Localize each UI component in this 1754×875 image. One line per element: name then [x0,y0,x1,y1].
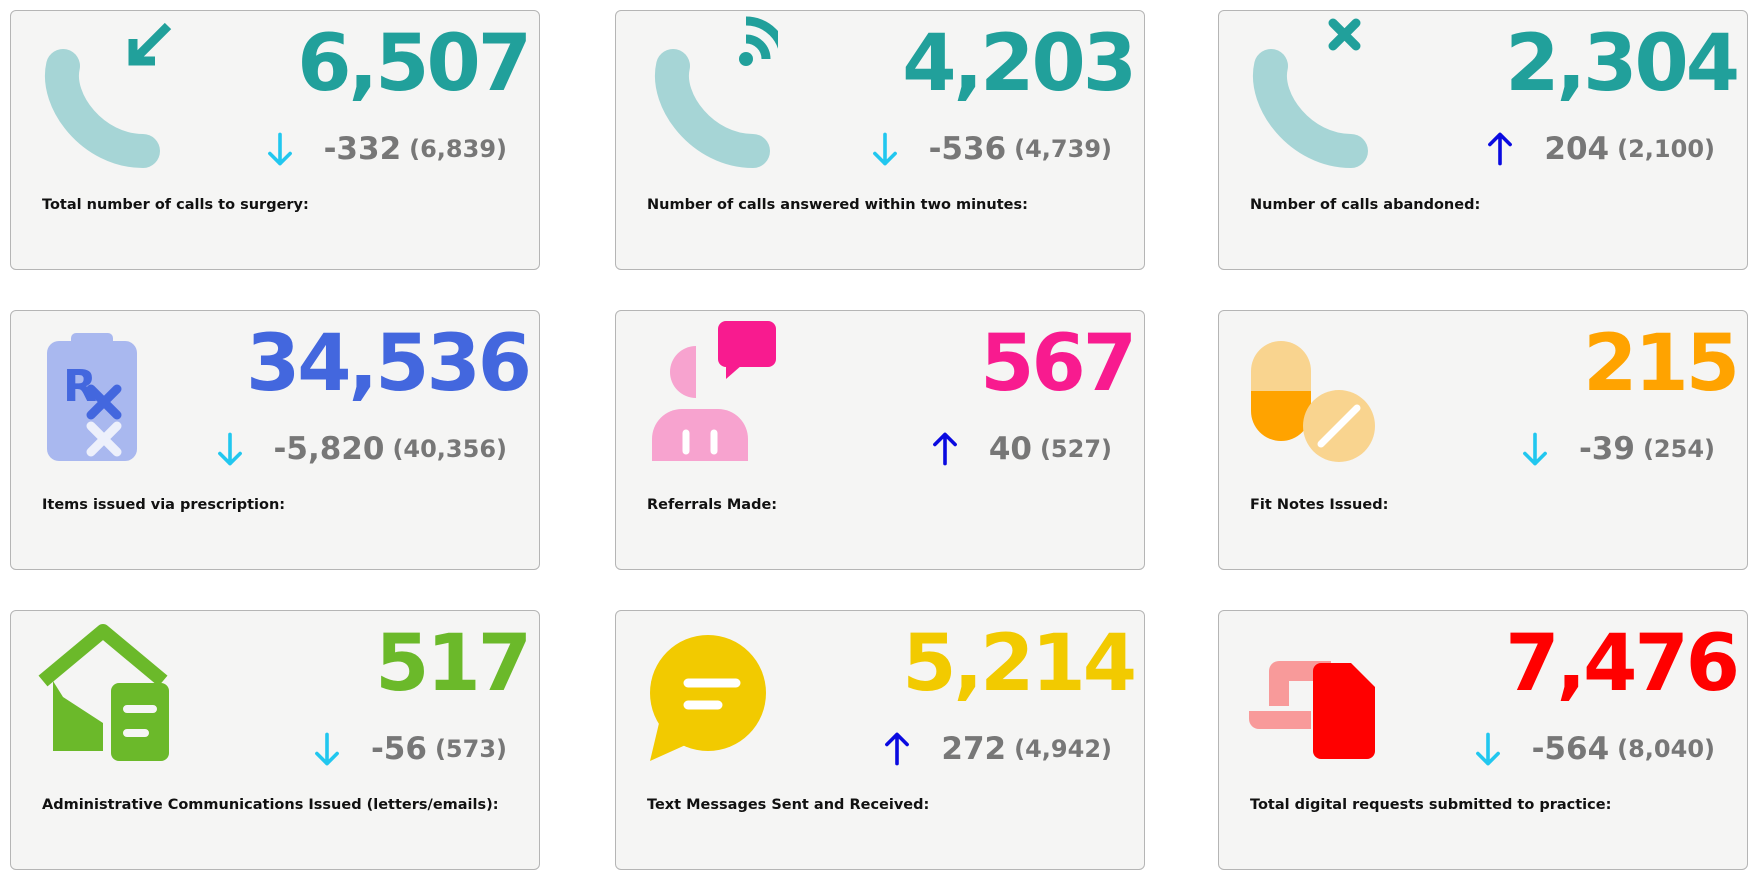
change-value: -39 [1578,431,1635,467]
phone-icon [44,22,172,168]
stat-card: 517 -56 (573) Administrative Communicatio… [10,610,540,870]
change-value: -56 [370,731,427,767]
previous-value: (2,100) [1617,135,1715,163]
stat-change: 204 (2,100) [1486,129,1715,169]
change-value: -332 [323,131,402,167]
stat-value: 517 [375,619,532,709]
phone-icon [654,16,778,168]
down-arrow [1475,732,1500,766]
referral-icon [652,321,776,461]
up-arrow [1488,132,1513,166]
stat-card: 6,507 -332 (6,839) Total number of calls … [10,10,540,270]
stat-label: Total number of calls to surgery: [42,197,309,213]
stat-card: 567 40 (527) Referrals Made: [615,310,1145,570]
stat-value: 215 [1583,319,1740,409]
previous-value: (4,942) [1014,735,1112,763]
change-value: -5,820 [273,431,385,467]
stat-card: 2,304 204 (2,100) Number of calls abandon… [1218,10,1748,270]
stat-label: Number of calls abandoned: [1250,197,1481,213]
stat-change: -5,820 (40,356) [216,429,507,469]
stat-change: -536 (4,739) [871,129,1112,169]
digital-request-icon [1249,661,1375,759]
stat-value: 5,214 [902,619,1137,709]
down-arrow [315,732,339,766]
stat-value: 6,507 [297,19,532,109]
previous-value: (40,356) [392,435,507,463]
stat-change: -564 (8,040) [1474,729,1715,769]
stat-value: 567 [980,319,1137,409]
stat-value: 34,536 [246,319,532,409]
pills-icon [1251,341,1375,462]
stat-label: Fit Notes Issued: [1250,497,1389,513]
change-value: 40 [988,431,1032,467]
previous-value: (6,839) [409,135,507,163]
stat-change: 40 (527) [931,429,1112,469]
stat-card: R 34,536 -5,820 (40,356) Items issued via… [10,310,540,570]
previous-value: (8,040) [1617,735,1715,763]
change-value: 272 [941,731,1007,767]
stat-label: Referrals Made: [647,497,778,513]
phone-icon [1252,18,1368,168]
previous-value: (4,739) [1014,135,1112,163]
stat-card: 4,203 -536 (4,739) Number of calls answer… [615,10,1145,270]
stat-label: Total digital requests submitted to prac… [1250,797,1612,813]
stat-card: 5,214 272 (4,942) Text Messages Sent and … [615,610,1145,870]
stat-label: Administrative Communications Issued (le… [42,797,499,813]
change-value: 204 [1544,131,1610,167]
stat-card: 7,476 -564 (8,040) Total digital requests… [1218,610,1748,870]
stat-label: Number of calls answered within two minu… [647,197,1028,213]
stat-value: 7,476 [1505,619,1740,709]
stat-change: -332 (6,839) [266,129,507,169]
letter-icon [38,624,169,761]
down-arrow [217,432,242,466]
stat-label: Items issued via prescription: [42,497,286,513]
prescription-icon: R [47,333,137,461]
down-arrow [1523,432,1547,466]
stat-card: 215 -39 (254) Fit Notes Issued: [1218,310,1748,570]
down-arrow [872,132,897,166]
up-arrow [885,732,910,766]
stat-change: -39 (254) [1521,429,1715,469]
up-arrow [932,432,957,466]
stat-change: 272 (4,942) [883,729,1112,769]
stat-label: Text Messages Sent and Received: [647,797,930,813]
stat-value: 2,304 [1505,19,1740,109]
previous-value: (573) [434,735,507,763]
change-value: -564 [1531,731,1610,767]
stat-value: 4,203 [902,19,1137,109]
message-icon [650,635,766,761]
previous-value: (254) [1642,435,1715,463]
down-arrow [267,132,292,166]
change-value: -536 [928,131,1007,167]
previous-value: (527) [1039,435,1112,463]
stat-change: -56 (573) [313,729,507,769]
